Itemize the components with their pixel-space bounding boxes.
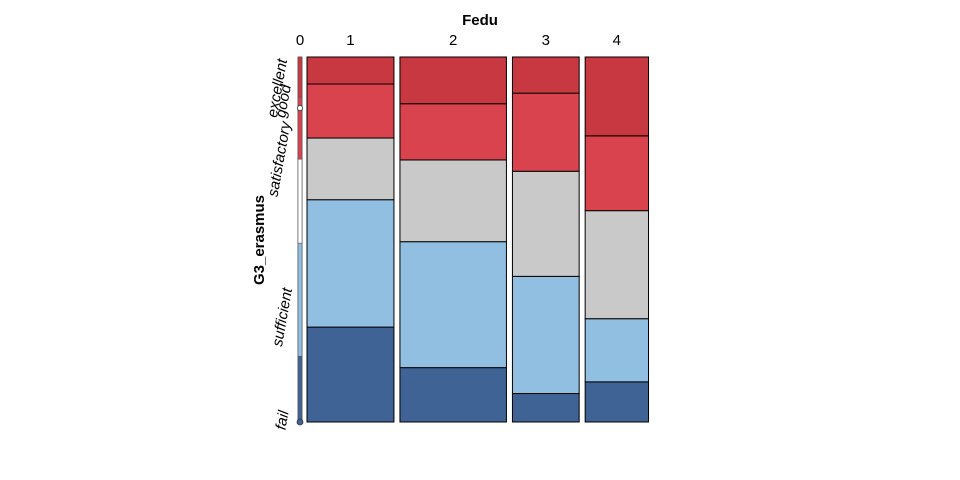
level-label-good: good	[272, 83, 295, 119]
level-label-fail: fail	[273, 409, 293, 431]
mosaic-tile-3-fail	[511, 393, 580, 423]
mosaic-tile-4-sufficient	[584, 318, 650, 383]
mosaic-tile-2-sufficient	[399, 241, 507, 369]
x-tick-label-1: 1	[346, 32, 354, 49]
spine-segment-excellent	[297, 56, 303, 98]
mosaic-tile-3-satisfactory	[511, 170, 580, 277]
mosaic-tile-3-excellent	[511, 56, 580, 94]
mosaic-tile-1-good	[306, 83, 395, 139]
mosaic-columns	[297, 56, 650, 423]
x-tick-labels: 0 1 2 3 4	[296, 32, 621, 49]
mosaic-tile-1-sufficient	[306, 199, 395, 328]
x-axis-title: Fedu	[462, 12, 498, 29]
level-spine	[296, 56, 304, 426]
spine-segment-sufficient	[297, 242, 303, 357]
mosaic-tile-1-satisfactory	[306, 137, 395, 201]
x-tick-label-2: 2	[449, 32, 457, 49]
mosaic-tile-4-good	[584, 135, 650, 212]
mosaic-tile-3-sufficient	[511, 275, 580, 395]
mosaic-tile-4-excellent	[584, 56, 650, 137]
spine-segment-fail	[297, 355, 303, 423]
spine-end-marker-bottom	[296, 418, 304, 426]
mosaic-tile-1-fail	[306, 326, 395, 423]
mosaic-tile-1-excellent	[306, 56, 395, 85]
mosaic-tile-2-fail	[399, 367, 507, 423]
y-axis-title: G3_erasmus	[251, 195, 268, 285]
x-tick-label-3: 3	[542, 32, 550, 49]
x-tick-label-4: 4	[613, 32, 621, 49]
x-tick-label-0: 0	[296, 32, 304, 49]
mosaic-tile-4-satisfactory	[584, 210, 650, 320]
level-label-satisfactory: satisfactory	[265, 119, 295, 198]
spine-segment-satisfactory	[297, 158, 303, 244]
level-label-sufficient: sufficient	[269, 286, 296, 348]
mosaic-tile-2-satisfactory	[399, 159, 507, 243]
spine-marker-good	[296, 105, 303, 112]
mosaic-tile-2-excellent	[399, 56, 507, 105]
mosaic-tile-3-good	[511, 92, 580, 172]
mosaic-tile-2-good	[399, 103, 507, 161]
mosaic-tile-4-fail	[584, 381, 650, 423]
